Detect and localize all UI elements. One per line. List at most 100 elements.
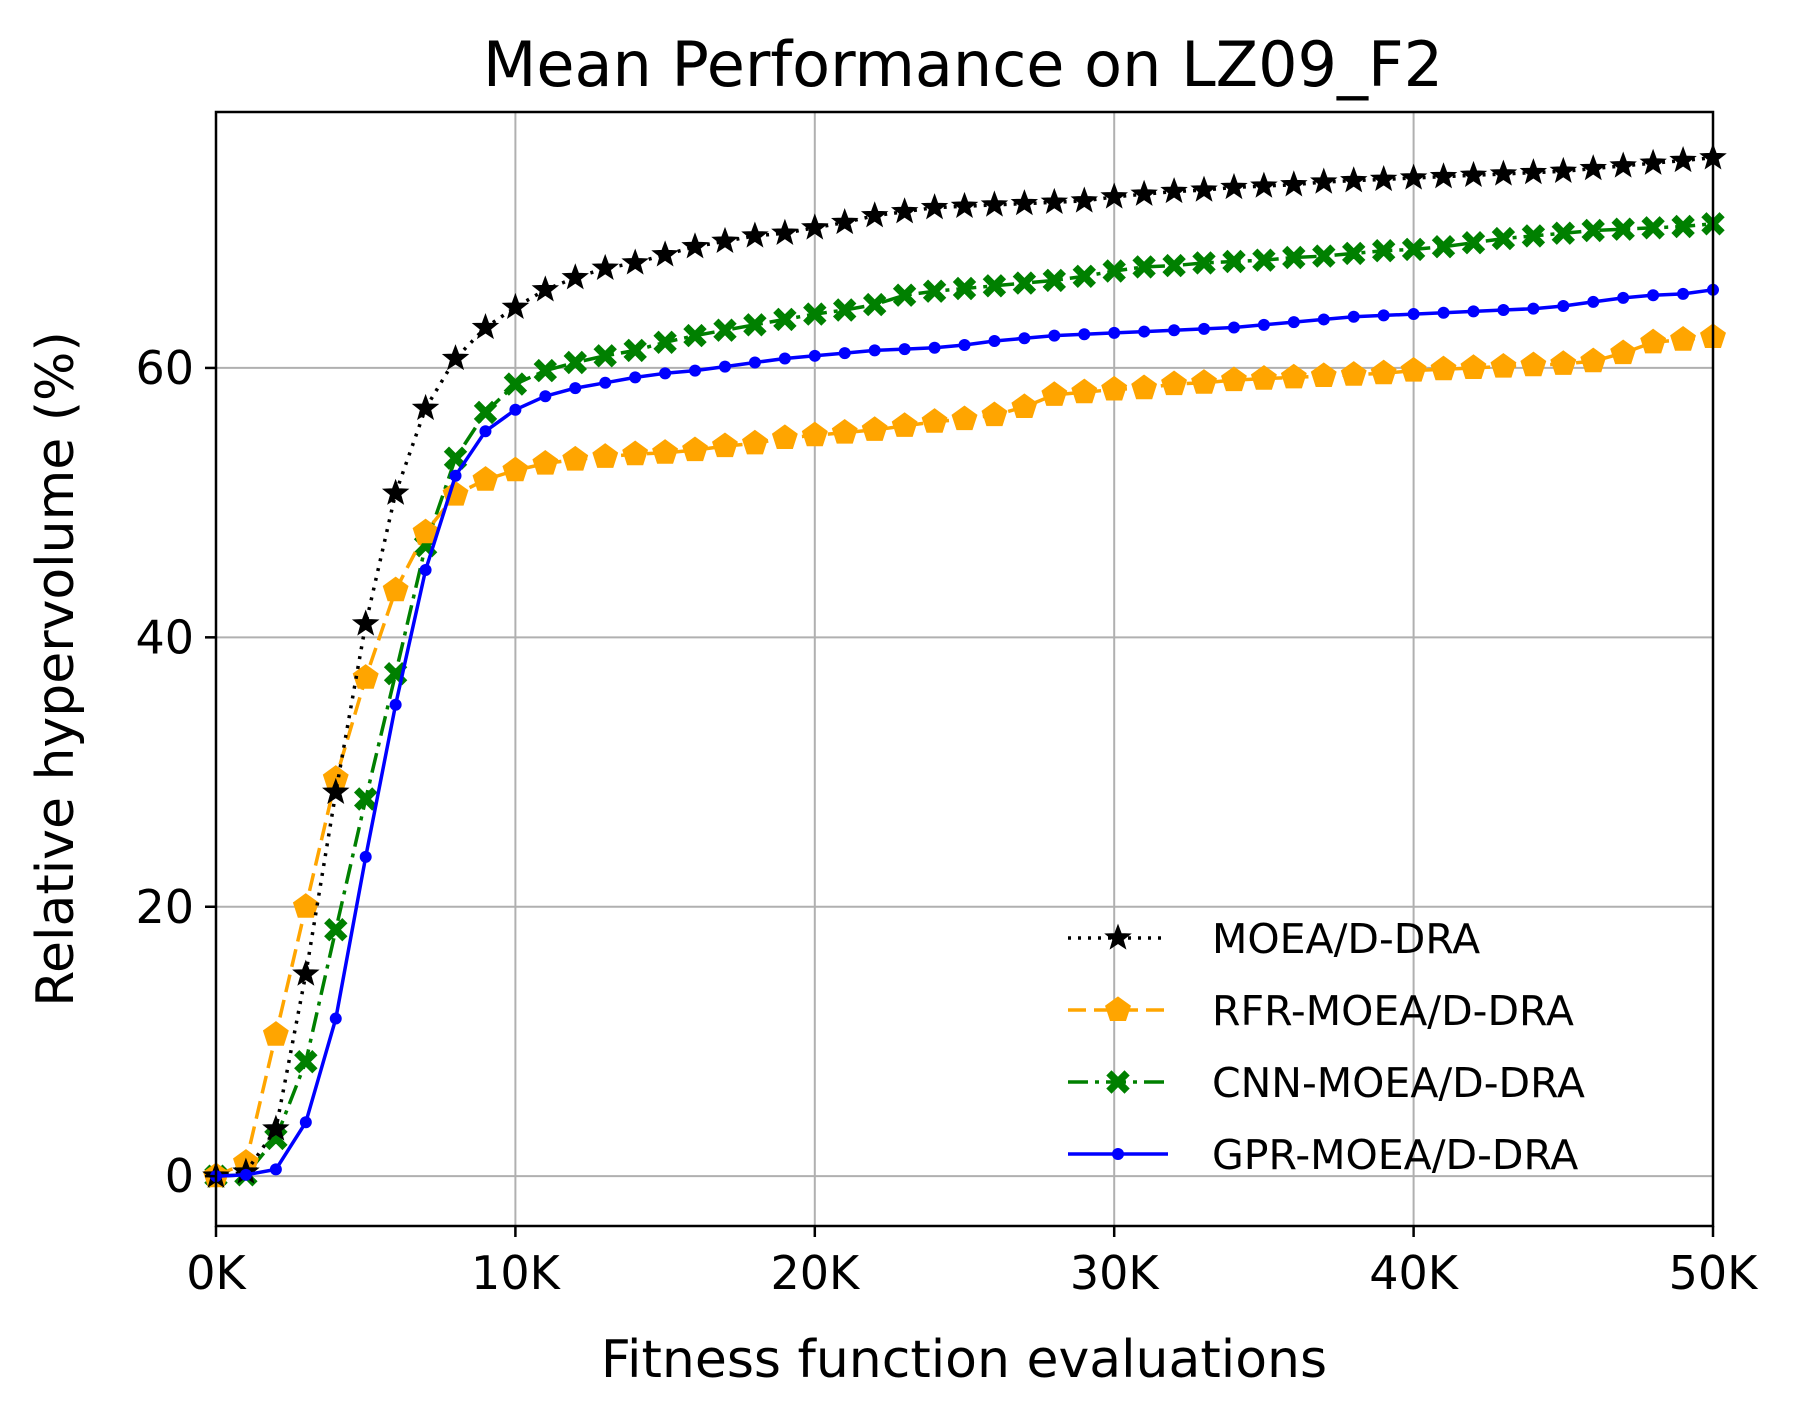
data-point [952, 276, 977, 301]
data-point [653, 330, 677, 355]
data-point [659, 367, 672, 380]
data-point [1042, 268, 1067, 293]
legend-marker [1104, 923, 1132, 950]
data-point [1340, 361, 1367, 386]
data-point [1641, 216, 1665, 240]
data-point [471, 313, 500, 340]
data-point [951, 405, 978, 431]
data-point [412, 518, 439, 544]
series-layer [202, 143, 1727, 1188]
data-point [1282, 245, 1306, 270]
data-point [921, 408, 948, 433]
data-point [861, 416, 888, 441]
data-point [832, 298, 857, 322]
data-point [1609, 151, 1637, 178]
data-point [808, 349, 821, 362]
data-point [1437, 306, 1450, 319]
data-point [502, 456, 529, 482]
legend-marker [1106, 1070, 1130, 1094]
data-point [988, 334, 1001, 347]
data-point [1040, 187, 1069, 214]
data-point [801, 213, 829, 240]
data-point [1070, 186, 1098, 213]
legend-item: MOEA/D-DRA [1068, 915, 1480, 963]
data-point [982, 274, 1007, 298]
data-point [1461, 230, 1486, 255]
data-point [1489, 159, 1518, 186]
data-point [892, 283, 917, 307]
data-point [898, 343, 911, 356]
data-point [1012, 271, 1037, 295]
data-point [711, 226, 739, 253]
data-point [1550, 350, 1577, 375]
data-point [1640, 328, 1667, 354]
data-point [682, 436, 708, 462]
data-point [1580, 347, 1607, 373]
data-point [623, 338, 647, 363]
data-point [890, 197, 919, 224]
data-point [1312, 244, 1336, 268]
data-point [262, 1021, 289, 1046]
data-point [449, 469, 462, 482]
data-point [1617, 291, 1630, 304]
data-point [868, 344, 881, 357]
data-point [472, 466, 499, 491]
data-point [1521, 224, 1546, 248]
data-point [1160, 177, 1188, 204]
data-point [713, 318, 737, 342]
series-3 [204, 212, 1725, 1188]
data-point [681, 232, 709, 259]
data-point [292, 959, 320, 986]
data-point [353, 787, 378, 811]
data-point [1310, 167, 1338, 194]
data-point [1677, 287, 1690, 300]
x-tick-label: 40K [1369, 1246, 1460, 1300]
data-point [1520, 351, 1547, 377]
data-point [1400, 356, 1427, 382]
legend-item: CNN-MOEA/D-DRA [1068, 1059, 1585, 1107]
data-point [1280, 170, 1308, 197]
data-point [352, 664, 379, 689]
data-point [1581, 218, 1605, 243]
data-point [1467, 305, 1480, 318]
series-2 [203, 323, 1726, 1188]
x-axis-label: Fitness function evaluations [601, 1330, 1327, 1390]
data-point [1108, 326, 1121, 339]
data-point [831, 418, 858, 444]
data-point [563, 350, 588, 375]
legend: MOEA/D-DRA RFR-MOEA/D-DRA CNN-MOEA/D-DRA GP… [1068, 915, 1585, 1179]
data-point [1102, 259, 1126, 283]
data-point [1192, 251, 1216, 275]
data-point [531, 275, 560, 302]
data-point [771, 424, 798, 449]
data-point [1377, 309, 1390, 322]
data-point [1250, 171, 1278, 198]
data-point [1429, 162, 1458, 189]
data-point [1369, 164, 1398, 192]
y-axis-label: Relative hypervolume (%) [26, 331, 86, 1007]
data-point [389, 698, 402, 711]
data-point [622, 440, 649, 466]
data-point [1371, 238, 1396, 263]
data-point [1399, 163, 1428, 190]
data-point [351, 609, 380, 636]
data-point [1370, 359, 1397, 385]
data-point [838, 347, 851, 360]
data-point [381, 478, 410, 505]
x-tick-label: 30K [1070, 1246, 1161, 1300]
data-point [1431, 234, 1456, 259]
data-point [683, 323, 707, 348]
data-point [1610, 339, 1637, 365]
data-point [561, 263, 589, 290]
series-1 [202, 143, 1727, 1188]
data-point [292, 893, 319, 918]
data-point [591, 253, 619, 280]
data-point [742, 429, 768, 455]
data-point [1257, 318, 1270, 331]
data-point [778, 352, 791, 365]
data-point [922, 279, 947, 303]
data-point [741, 221, 769, 248]
data-point [1221, 366, 1247, 392]
data-point [359, 850, 372, 863]
data-point [1071, 378, 1098, 404]
